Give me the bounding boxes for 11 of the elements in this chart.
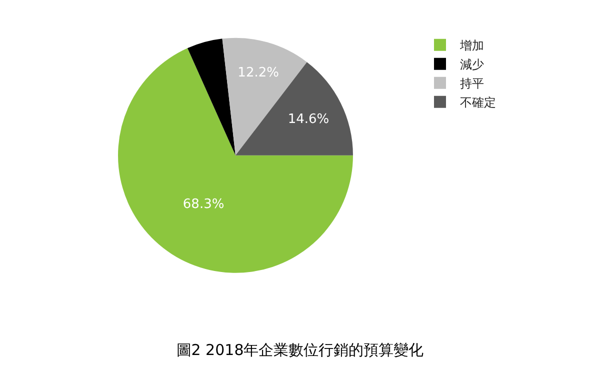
pie-slice bbox=[118, 48, 353, 273]
data-label: 12.2% bbox=[238, 65, 279, 80]
legend-label: 持平 bbox=[460, 76, 484, 90]
legend-label: 減少 bbox=[460, 58, 484, 72]
text: 圖2 2018年企業數位行銷的預算變化 bbox=[176, 341, 424, 360]
pie-slice bbox=[187, 38, 236, 156]
legend-label: 不確定 bbox=[460, 96, 496, 110]
data-label: 14.6% bbox=[288, 112, 330, 127]
data-label: 68.3% bbox=[182, 197, 224, 212]
pie-slice bbox=[236, 62, 353, 156]
legend-label: 增加 bbox=[459, 38, 484, 52]
